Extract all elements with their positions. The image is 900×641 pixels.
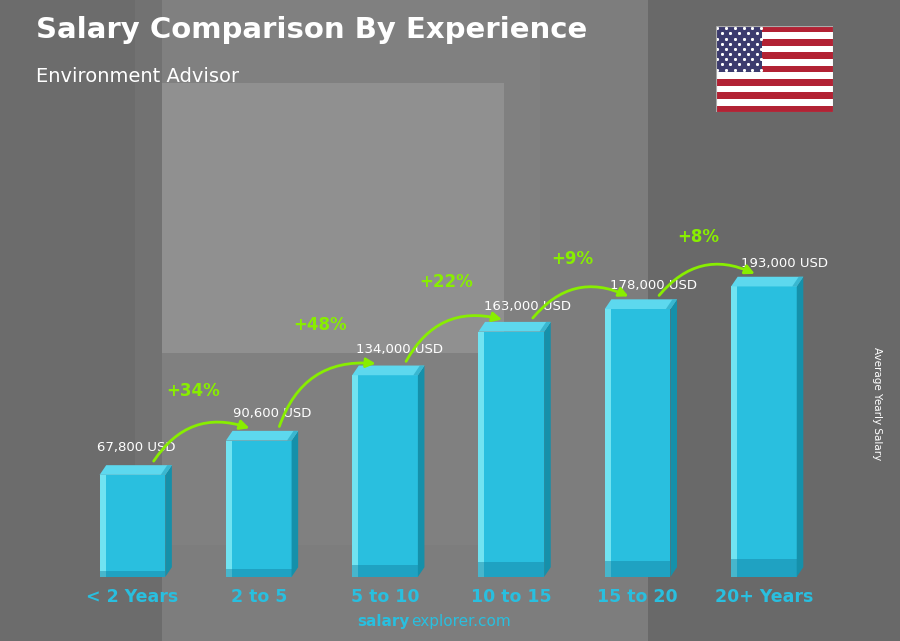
Bar — [716, 46, 832, 53]
Text: +9%: +9% — [551, 250, 593, 268]
Text: +22%: +22% — [419, 273, 472, 291]
Text: Environment Advisor: Environment Advisor — [36, 67, 239, 87]
Polygon shape — [544, 322, 551, 577]
Bar — [716, 72, 832, 79]
Polygon shape — [100, 475, 166, 577]
Polygon shape — [292, 431, 298, 577]
Polygon shape — [226, 569, 292, 577]
Text: 67,800 USD: 67,800 USD — [97, 441, 176, 454]
Polygon shape — [479, 562, 544, 577]
Text: Salary Comparison By Experience: Salary Comparison By Experience — [36, 16, 587, 44]
Bar — [716, 32, 832, 39]
Polygon shape — [670, 299, 677, 577]
Polygon shape — [666, 299, 677, 309]
Polygon shape — [731, 287, 737, 577]
Polygon shape — [226, 440, 292, 577]
Polygon shape — [540, 322, 551, 331]
Polygon shape — [479, 331, 544, 577]
Polygon shape — [352, 375, 358, 577]
Bar — [162, 83, 504, 353]
Bar — [716, 59, 832, 65]
Text: +48%: +48% — [292, 317, 346, 335]
Polygon shape — [226, 440, 232, 577]
Polygon shape — [100, 465, 172, 475]
Bar — [716, 26, 762, 72]
Bar — [0, 0, 162, 641]
Polygon shape — [792, 277, 804, 287]
Polygon shape — [731, 560, 796, 577]
Polygon shape — [479, 322, 551, 331]
Polygon shape — [226, 431, 298, 440]
Bar — [135, 0, 540, 545]
Polygon shape — [731, 287, 796, 577]
Polygon shape — [605, 309, 611, 577]
Polygon shape — [605, 561, 670, 577]
Text: +8%: +8% — [678, 228, 719, 246]
Polygon shape — [731, 277, 804, 287]
Polygon shape — [413, 365, 425, 375]
Text: salary: salary — [357, 615, 410, 629]
Text: +34%: +34% — [166, 381, 220, 400]
Polygon shape — [605, 299, 677, 309]
Polygon shape — [796, 277, 804, 577]
Text: 193,000 USD: 193,000 USD — [742, 257, 828, 270]
Text: 178,000 USD: 178,000 USD — [610, 279, 697, 292]
Polygon shape — [161, 465, 172, 475]
Text: explorer.com: explorer.com — [411, 615, 511, 629]
Polygon shape — [479, 331, 484, 577]
Polygon shape — [100, 475, 105, 577]
Bar — [716, 99, 832, 106]
Polygon shape — [352, 565, 418, 577]
Bar — [716, 92, 832, 99]
Polygon shape — [605, 309, 670, 577]
Polygon shape — [287, 431, 298, 440]
Text: Average Yearly Salary: Average Yearly Salary — [872, 347, 883, 460]
Text: 134,000 USD: 134,000 USD — [356, 343, 443, 356]
Polygon shape — [352, 365, 425, 375]
Bar — [716, 85, 832, 92]
Polygon shape — [166, 465, 172, 577]
Text: 90,600 USD: 90,600 USD — [233, 407, 312, 420]
Bar — [716, 79, 832, 85]
Bar — [716, 39, 832, 46]
Bar — [716, 53, 832, 59]
Text: 163,000 USD: 163,000 USD — [483, 300, 571, 313]
Polygon shape — [100, 570, 166, 577]
Polygon shape — [418, 365, 425, 577]
Bar — [716, 26, 832, 32]
Bar — [716, 106, 832, 112]
Polygon shape — [352, 375, 418, 577]
Bar — [648, 0, 900, 641]
Bar — [716, 65, 832, 72]
